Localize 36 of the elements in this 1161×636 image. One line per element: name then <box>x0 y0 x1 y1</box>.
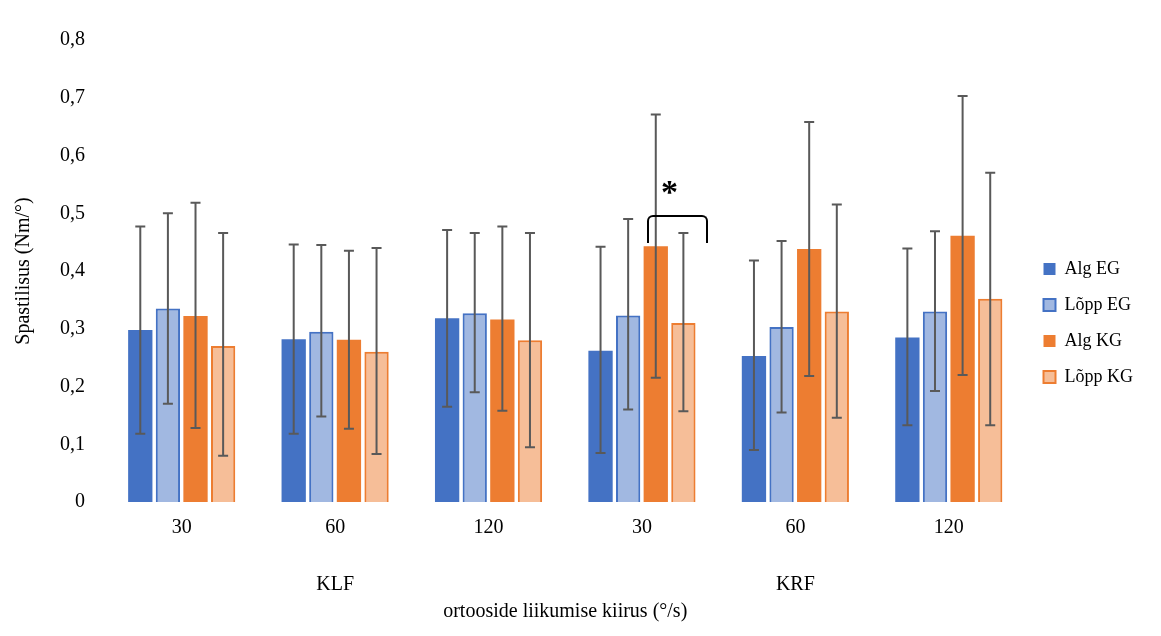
y-tick-label: 0,8 <box>60 27 85 50</box>
legend-label: Alg EG <box>1064 257 1121 278</box>
bar <box>950 235 975 502</box>
bar <box>183 316 208 502</box>
x-tick-label: 120 <box>473 515 504 538</box>
y-tick-label: 0,4 <box>60 258 85 281</box>
x-tick-label: 30 <box>171 515 192 538</box>
y-tick-label: 0 <box>75 489 85 512</box>
x-axis-title: ortooside liikumise kiirus (°/s) <box>443 599 688 623</box>
text: KLF <box>316 572 355 594</box>
bar <box>895 337 920 502</box>
x-tick-label: 30 <box>631 515 652 538</box>
y-tick-label: 0,5 <box>60 200 85 223</box>
bar <box>643 246 668 502</box>
y-tick-label: 0,2 <box>60 373 85 396</box>
bar <box>434 318 460 502</box>
bar <box>741 355 767 502</box>
legend-label: Alg KG <box>1064 329 1123 350</box>
y-tick-label: 0,7 <box>60 85 85 107</box>
y-tick-label: 0,6 <box>60 142 85 165</box>
x-tick-label: 120 <box>933 515 964 538</box>
bar <box>336 339 362 502</box>
bar <box>797 249 822 502</box>
bar <box>588 350 613 502</box>
y-tick-label: 0,1 <box>60 431 85 454</box>
y-axis-title: Spastilisus (Nm/°) <box>11 197 35 345</box>
bar <box>490 319 515 502</box>
y-tick-label: 0,3 <box>60 316 85 338</box>
text: KRF <box>775 572 815 594</box>
annotation: * <box>661 173 679 211</box>
x-tick-label: 60 <box>785 515 806 538</box>
bar <box>281 339 306 502</box>
legend-label: Lõpp KG <box>1064 365 1134 386</box>
bar <box>128 329 153 502</box>
x-tick-label: 60 <box>325 515 346 538</box>
legend-label: Lõpp EG <box>1064 293 1132 314</box>
